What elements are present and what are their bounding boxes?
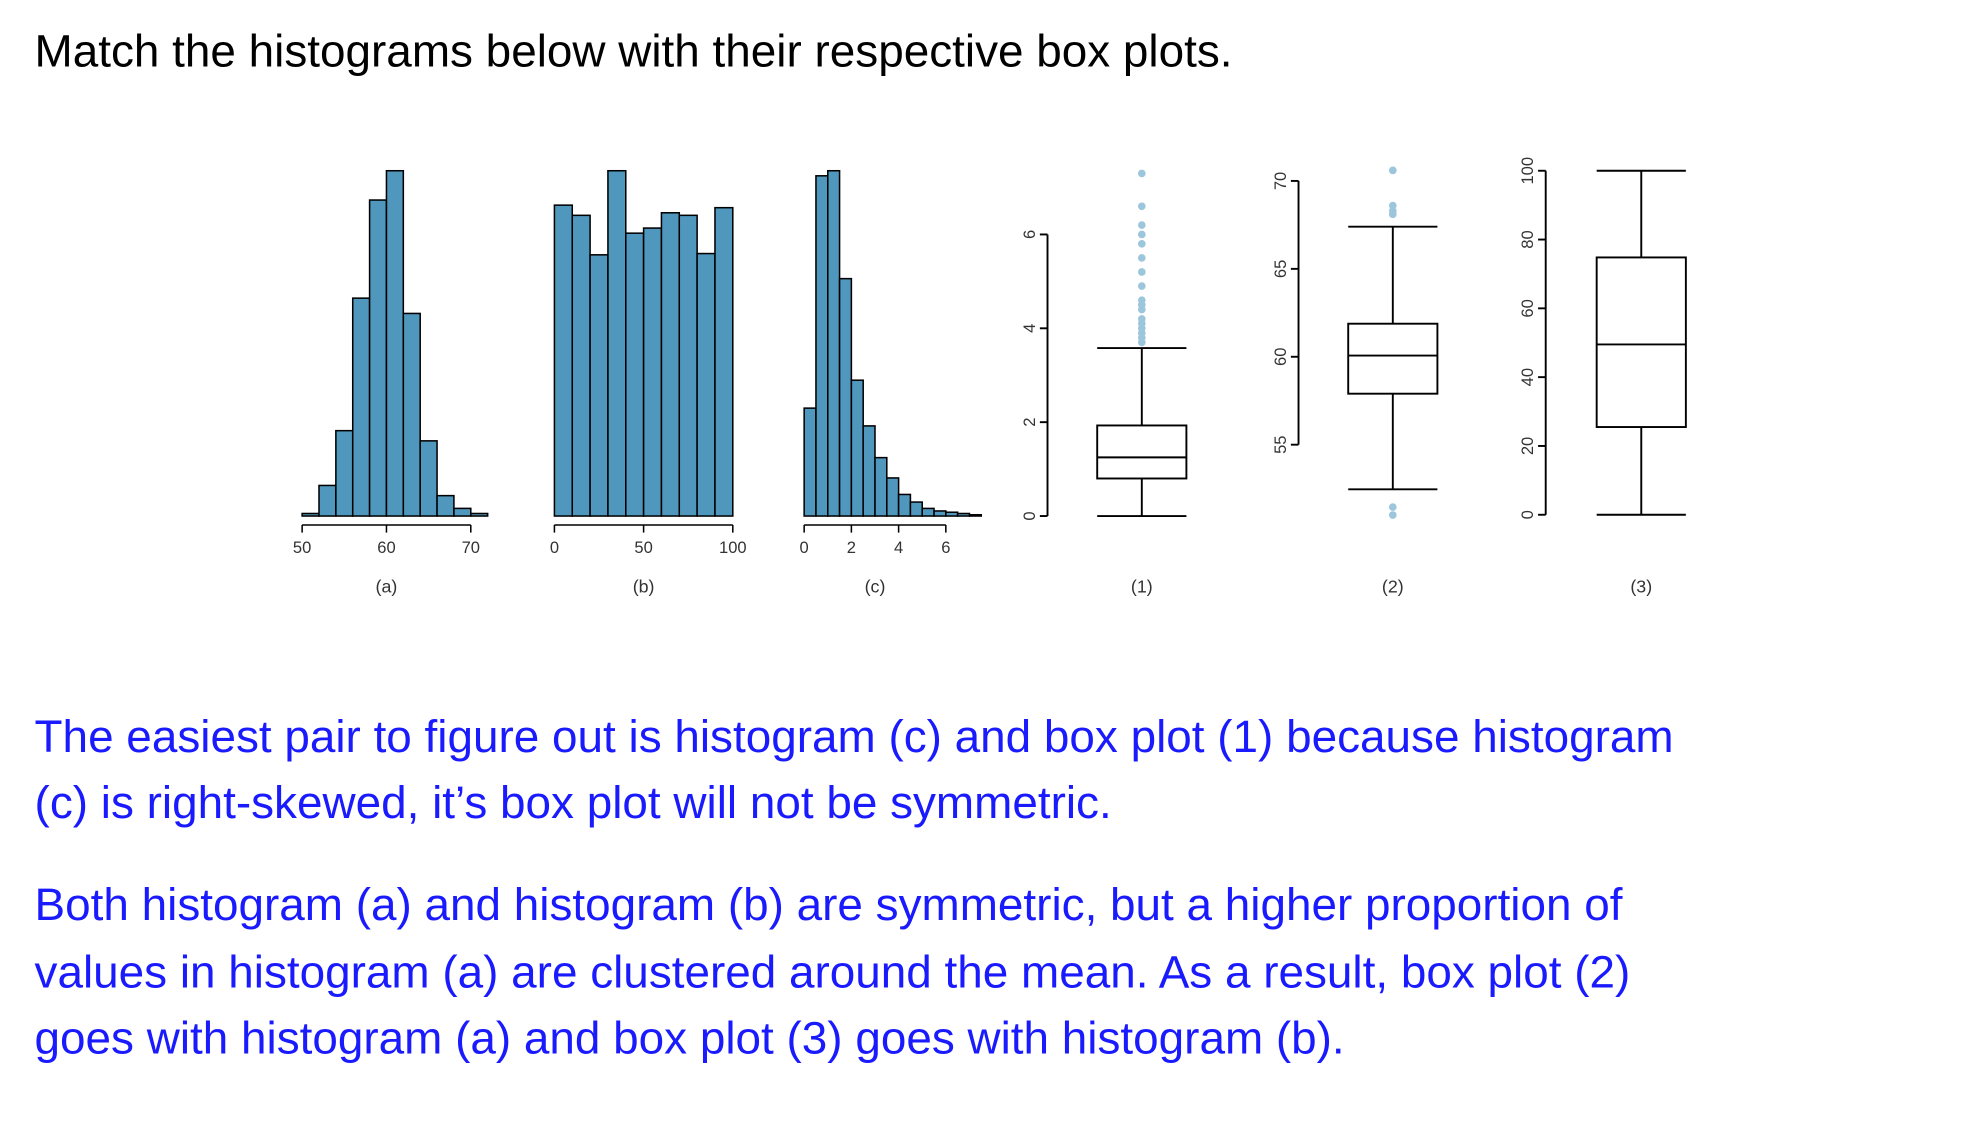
outlier xyxy=(1388,511,1397,519)
paragraph-line: The easiest pair to figure out is histog… xyxy=(35,710,1674,762)
outlier xyxy=(1137,221,1146,229)
histogram-bar xyxy=(803,407,817,517)
y-tick-label: 4 xyxy=(1020,324,1039,333)
histogram-bar xyxy=(607,169,627,517)
x-tick-label: 6 xyxy=(941,538,950,557)
histogram-bar xyxy=(838,277,853,517)
x-tick-label: 0 xyxy=(800,538,809,557)
histogram-bar xyxy=(696,252,716,517)
histogram-bar xyxy=(660,212,681,517)
outlier xyxy=(1388,166,1397,175)
y-tick-label: 0 xyxy=(1020,511,1039,520)
histogram-bar xyxy=(301,512,320,517)
histogram-bar xyxy=(956,512,971,517)
histogram-bar xyxy=(933,510,947,517)
box xyxy=(1096,424,1188,480)
x-tick-label: 50 xyxy=(293,538,311,557)
x-tick-label: 100 xyxy=(719,538,747,557)
x-tick-label: 0 xyxy=(550,538,559,557)
histogram-bar xyxy=(921,507,935,517)
histogram-bar xyxy=(642,227,663,517)
y-tick-label: 65 xyxy=(1271,260,1290,278)
y-tick-label: 2 xyxy=(1020,418,1039,427)
y-tick-label: 80 xyxy=(1518,230,1537,248)
histogram-bar xyxy=(470,512,489,517)
chart-label: (c) xyxy=(865,576,886,596)
outlier xyxy=(1137,240,1146,248)
outlier xyxy=(1137,296,1146,304)
histogram-bar xyxy=(909,501,923,517)
y-tick-label: 55 xyxy=(1271,435,1290,453)
x-tick-label: 60 xyxy=(377,538,395,557)
outlier xyxy=(1137,254,1146,262)
histogram-bar xyxy=(874,456,888,517)
histogram-bar xyxy=(714,206,734,517)
x-tick-label: 2 xyxy=(847,538,856,557)
chart-label: (1) xyxy=(1131,576,1153,596)
y-tick-label: 6 xyxy=(1020,230,1039,239)
histogram-bar xyxy=(402,312,421,517)
box xyxy=(1595,256,1687,428)
histogram-bar xyxy=(571,214,591,517)
histogram-bar xyxy=(625,232,645,517)
chart-label: (3) xyxy=(1630,576,1652,596)
y-tick-label: 70 xyxy=(1271,172,1290,190)
histogram-bar xyxy=(385,169,405,517)
x-tick-label: 50 xyxy=(634,538,652,557)
histogram-bar xyxy=(419,440,438,517)
y-tick-label: 60 xyxy=(1271,348,1290,366)
chart-label: (2) xyxy=(1382,576,1404,596)
histogram-bar xyxy=(589,254,609,517)
x-tick-label: 4 xyxy=(894,538,903,557)
outlier xyxy=(1137,169,1146,178)
outlier xyxy=(1137,282,1146,290)
histogram-bar xyxy=(968,513,983,517)
histogram-bar xyxy=(945,511,959,517)
outlier xyxy=(1388,201,1397,210)
paragraph-line: goes with histogram (a) and box plot (3)… xyxy=(35,1012,1345,1064)
histogram-bar xyxy=(815,175,829,517)
y-tick-label: 60 xyxy=(1518,299,1537,317)
y-tick-label: 0 xyxy=(1518,510,1537,519)
paragraph-line: Both histogram (a) and histogram (b) are… xyxy=(35,878,1623,930)
y-tick-label: 20 xyxy=(1518,437,1537,455)
histogram-bar xyxy=(351,297,371,517)
histogram-bar xyxy=(886,477,900,517)
y-tick-label: 40 xyxy=(1518,368,1537,386)
slide-title: Match the histograms below with their re… xyxy=(35,24,1233,76)
histogram-bar xyxy=(678,214,698,517)
outlier xyxy=(1388,206,1397,215)
histogram-bar xyxy=(850,379,864,517)
histogram-bar xyxy=(436,494,455,517)
outlier xyxy=(1137,202,1146,211)
histogram-bar xyxy=(335,429,354,517)
y-tick-label: 100 xyxy=(1518,157,1537,185)
outlier xyxy=(1137,268,1146,276)
histogram-bar xyxy=(553,204,574,517)
paragraph-line: values in histogram (a) are clustered ar… xyxy=(35,945,1631,997)
histogram-bar xyxy=(318,484,337,517)
histogram-bar xyxy=(897,493,912,517)
histogram-bar xyxy=(453,507,472,517)
histogram-bar xyxy=(827,169,841,517)
histogram-bar xyxy=(368,199,388,517)
outlier xyxy=(1388,503,1397,511)
chart-label: (a) xyxy=(376,576,398,596)
histogram-bar xyxy=(862,425,876,517)
box xyxy=(1347,322,1439,395)
outlier xyxy=(1137,230,1146,239)
chart-label: (b) xyxy=(633,576,655,596)
x-tick-label: 70 xyxy=(462,538,480,557)
paragraph-line: (c) is right-skewed, it’s box plot will … xyxy=(35,776,1112,828)
outlier xyxy=(1137,315,1146,323)
